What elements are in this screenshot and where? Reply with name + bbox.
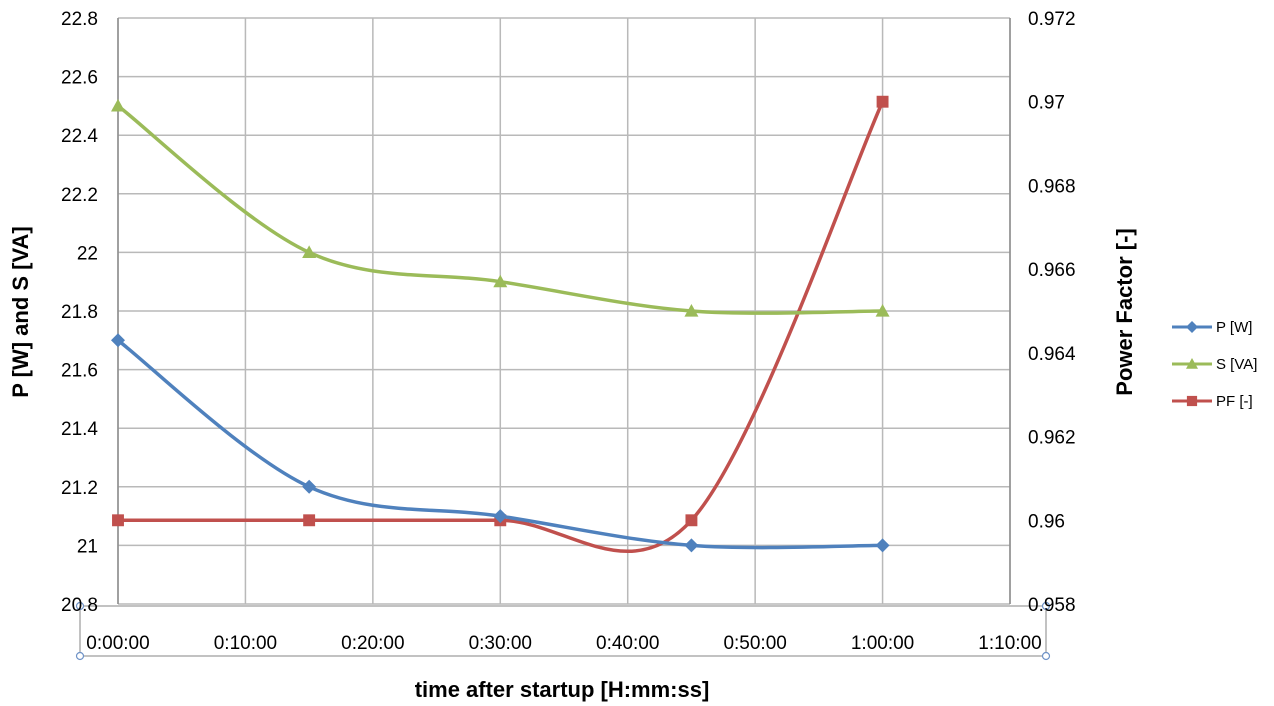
selection-handle[interactable]: [75, 651, 85, 661]
y-right-tick-label: 0.97: [1028, 93, 1065, 114]
x-tick-label: 0:50:00: [723, 633, 786, 654]
series-line-pf: [116, 99, 885, 553]
x-axis-box: [75, 601, 1051, 661]
data-point-s: [302, 245, 317, 258]
legend-marker-pf: [1186, 395, 1198, 407]
legend-marker-s: [1186, 358, 1198, 369]
y-left-tick-label: 21: [77, 536, 98, 557]
data-point-p: [684, 538, 699, 553]
x-tick-label: 0:00:00: [86, 633, 149, 654]
x-tick-label: 0:30:00: [469, 633, 532, 654]
legend: P [W] S [VA] PF [-]: [1172, 319, 1257, 410]
y-axis-right-title: Power Factor [-]: [1112, 228, 1137, 395]
y-right-tick-label: 0.96: [1028, 511, 1065, 532]
data-point-p: [875, 538, 890, 553]
data-point-pf: [876, 95, 889, 108]
y-right-tick-label: 0.958: [1028, 595, 1076, 616]
y-left-tick-label: 22.2: [61, 185, 98, 206]
legend-label-p: P [W]: [1216, 319, 1252, 336]
data-point-p: [111, 333, 125, 348]
series-lines: [111, 95, 890, 553]
y-left-tick-label: 21.6: [61, 361, 98, 382]
data-point-pf: [303, 514, 316, 527]
y-left-tick-label: 22.8: [61, 9, 98, 30]
tick-labels: 0:00:00 0:10:00 0:20:00 0:30:00 0:40:00 0:50:…: [61, 9, 1076, 654]
y-right-tick-label: 0.966: [1028, 260, 1076, 281]
y-axis-left-title: P [W] and S [VA]: [8, 226, 33, 398]
data-point-pf: [685, 514, 698, 527]
legend-marker-p: [1186, 321, 1198, 333]
data-point-p: [302, 479, 317, 494]
data-point-s: [684, 304, 699, 317]
x-axis-title: time after startup [H:mm:ss]: [415, 677, 710, 702]
y-right-tick-label: 0.972: [1028, 9, 1076, 30]
y-left-tick-label: 22.6: [61, 68, 98, 89]
x-tick-label: 0:20:00: [341, 633, 404, 654]
data-point-s: [111, 98, 125, 112]
y-left-tick-label: 22: [77, 243, 98, 264]
data-point-p: [493, 509, 508, 524]
y-left-tick-label: 21.8: [61, 302, 98, 323]
x-tick-label: 0:40:00: [596, 633, 659, 654]
data-point-s: [875, 304, 890, 317]
selection-handle[interactable]: [75, 601, 85, 611]
y-right-tick-label: 0.968: [1028, 176, 1076, 197]
y-right-tick-label: 0.962: [1028, 428, 1076, 449]
data-point-s: [493, 274, 508, 288]
y-left-tick-label: 21.4: [61, 419, 98, 440]
data-point-pf: [112, 514, 124, 527]
x-tick-label: 1:10:00: [978, 633, 1041, 654]
x-axis-selection-frame: [79, 605, 1047, 657]
x-tick-label: 1:00:00: [851, 633, 914, 654]
selection-handle[interactable]: [1041, 651, 1051, 661]
series-line-s: [116, 104, 885, 315]
y-left-tick-label: 22.4: [61, 126, 98, 147]
y-left-tick-label: 21.2: [61, 478, 98, 499]
y-right-tick-label: 0.964: [1028, 344, 1076, 365]
x-tick-label: 0:10:00: [214, 633, 277, 654]
series-line-p: [116, 338, 885, 550]
selection-handle[interactable]: [1041, 601, 1051, 611]
legend-label-s: S [VA]: [1216, 356, 1257, 373]
y-left-tick-label: 20.8: [61, 595, 98, 616]
legend-label-pf: PF [-]: [1216, 393, 1253, 410]
